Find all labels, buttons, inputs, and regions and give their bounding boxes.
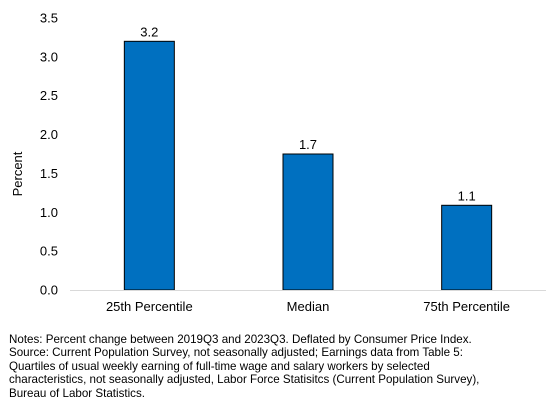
- bar: [282, 153, 334, 291]
- y-tick-label: 1.0: [40, 205, 58, 220]
- data-label: 1.7: [299, 137, 317, 152]
- notes-line: Quartiles of usual weekly earning of ful…: [9, 359, 430, 373]
- x-tick-label: 75th Percentile: [423, 299, 510, 314]
- chart-notes: Notes: Percent change between 2019Q3 and…: [9, 333, 554, 400]
- y-axis-title: Percent: [10, 151, 25, 196]
- y-tick-label: 0.5: [40, 244, 58, 259]
- notes-line: Source: Current Population Survey, not s…: [9, 346, 463, 360]
- notes-line: characteristics, not seasonally adjusted…: [9, 373, 480, 387]
- y-tick-label: 1.5: [40, 166, 58, 181]
- y-tick-label: 2.5: [40, 88, 58, 103]
- data-label: 1.1: [458, 188, 476, 203]
- y-tick-label: 3.0: [40, 49, 58, 64]
- x-tick-label: 25th Percentile: [106, 299, 193, 314]
- y-tick-label: 0.0: [40, 283, 58, 298]
- bars: 3.2 1.7 1.1: [123, 24, 493, 291]
- y-axis: 0.0 0.5 1.0 1.5 2.0 2.5 3.0 3.5: [40, 11, 58, 298]
- data-label: 3.2: [140, 24, 158, 39]
- notes-line: Notes: Percent change between 2019Q3 and…: [9, 333, 472, 346]
- bar: [123, 40, 175, 291]
- x-axis: 25th Percentile Median 75th Percentile: [70, 290, 546, 314]
- notes-line: Bureau of Labor Statistics.: [9, 386, 145, 400]
- bar: [441, 204, 493, 291]
- y-tick-label: 3.5: [40, 11, 58, 26]
- bar-chart: 0.0 0.5 1.0 1.5 2.0 2.5 3.0 3.5 3.2 1.7 1.1 25th …: [10, 11, 546, 314]
- x-tick-label: Median: [287, 299, 330, 314]
- y-tick-label: 2.0: [40, 127, 58, 142]
